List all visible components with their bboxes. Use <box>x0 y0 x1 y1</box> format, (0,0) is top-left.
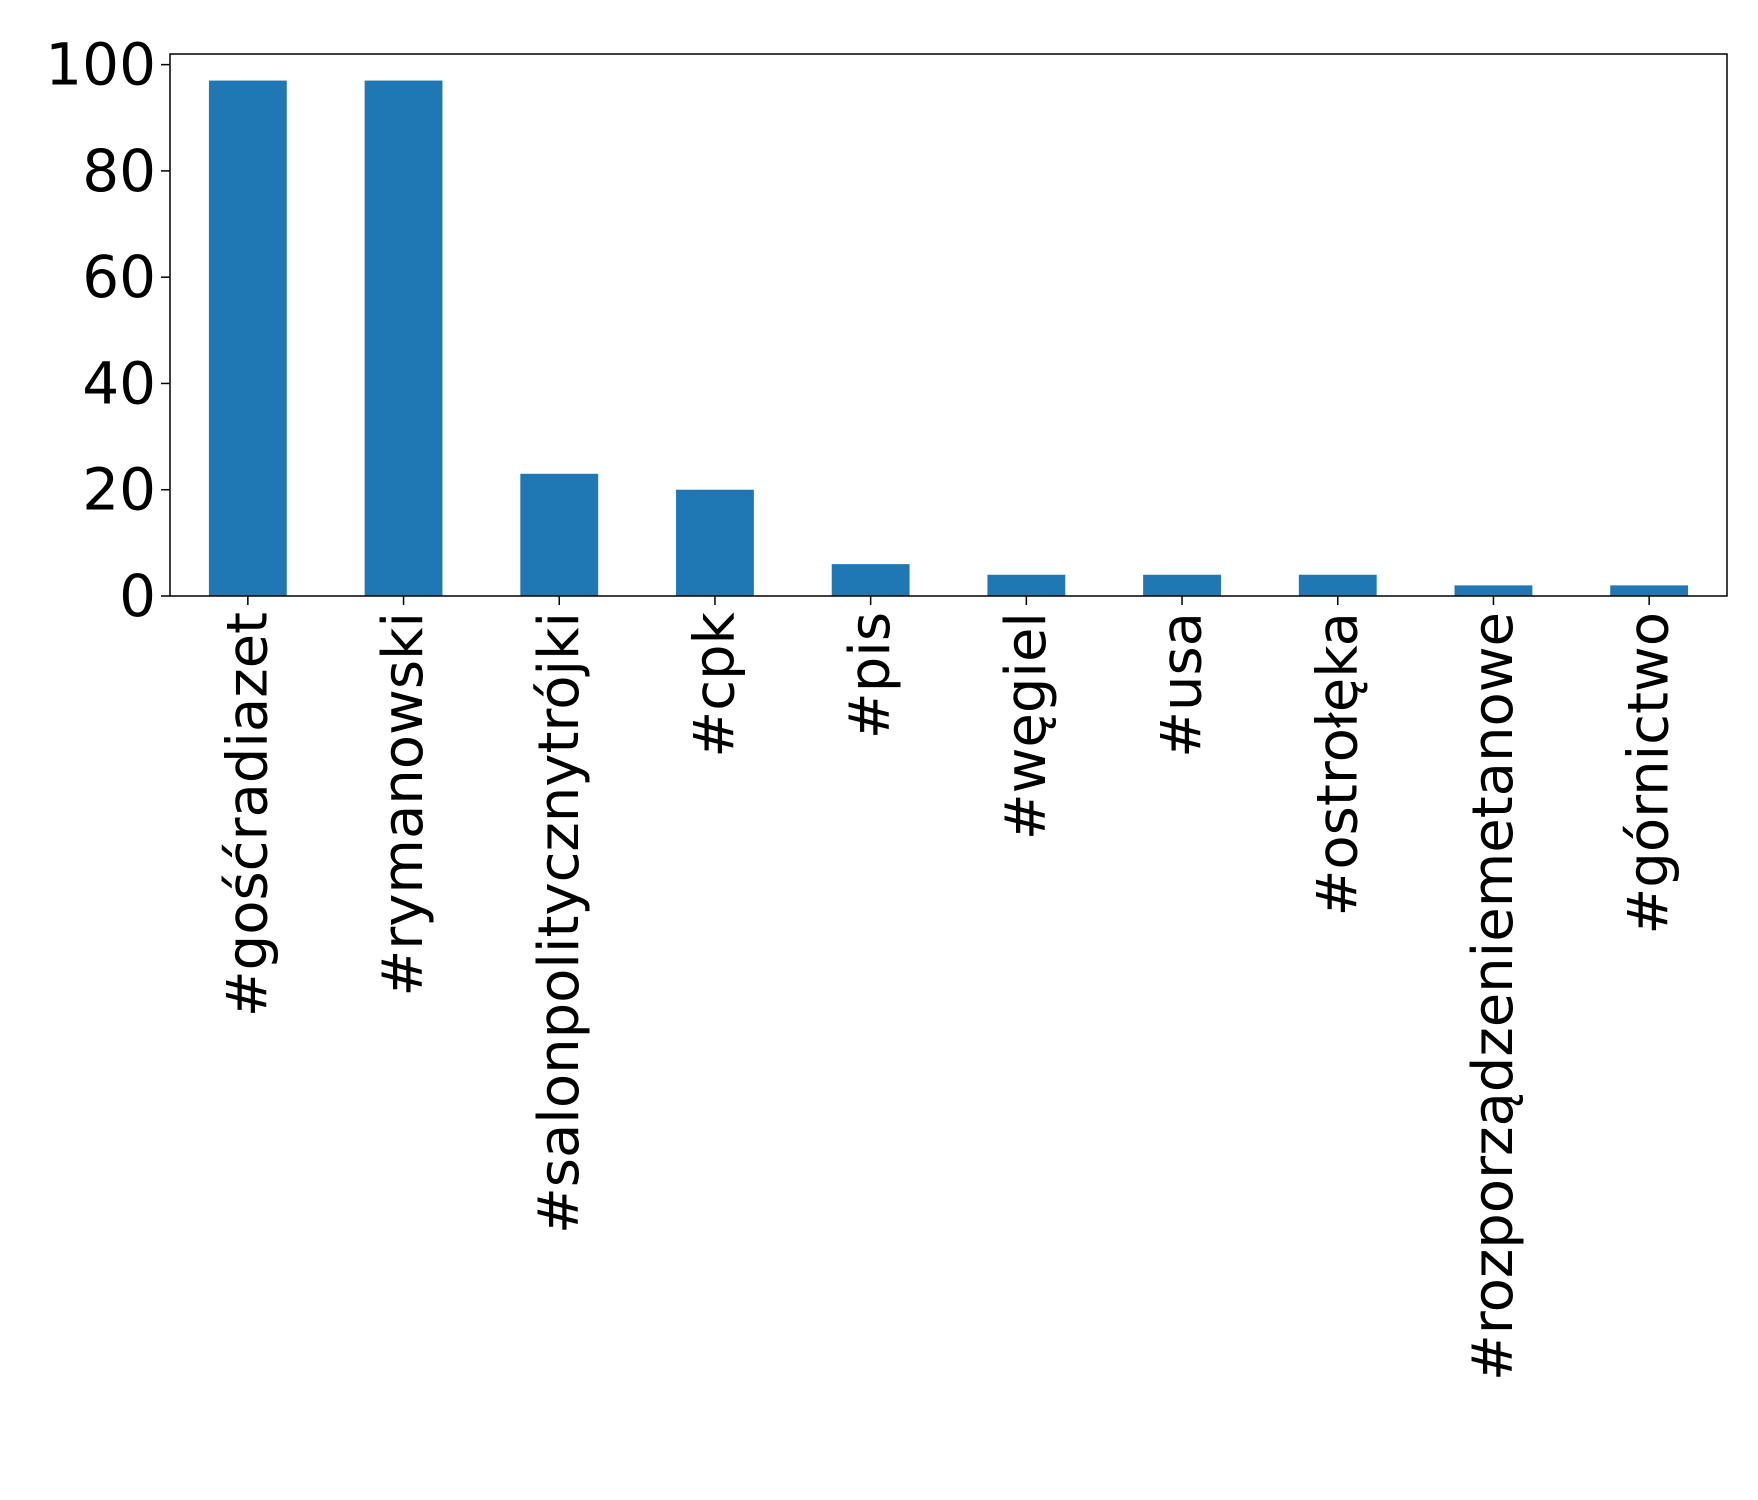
bar <box>1610 585 1689 596</box>
y-tick-label: 20 <box>82 456 156 524</box>
x-axis: #gośćradiazet #rymanowski #salonpolityczny… <box>215 596 1682 1381</box>
x-tick-label: #pis <box>838 612 903 739</box>
x-tick-label: #rymanowski <box>371 612 436 997</box>
x-tick-label: #ostrołęka <box>1305 612 1370 917</box>
x-tick-label: #rozporządzeniemetanowe <box>1461 612 1526 1381</box>
x-tick-label: #gośćradiazet <box>215 612 280 1017</box>
bar <box>987 574 1066 596</box>
bar <box>208 80 287 597</box>
y-tick-label: 0 <box>119 562 156 630</box>
bar <box>364 80 443 597</box>
x-tick-label: #salonpolitycznytrójki <box>527 612 592 1234</box>
bar <box>831 564 910 596</box>
bar <box>520 473 599 596</box>
y-tick-label: 100 <box>45 31 156 99</box>
bar <box>676 489 754 596</box>
y-tick-label: 60 <box>82 243 156 311</box>
x-tick-label: #cpk <box>682 611 747 757</box>
y-axis: 0 20 40 60 80 100 <box>45 31 170 630</box>
plot-frame <box>169 53 1728 597</box>
x-tick-label: #usa <box>1150 612 1215 758</box>
bar <box>1143 574 1221 596</box>
y-tick-label: 80 <box>82 137 156 205</box>
x-tick-label: #górnictwo <box>1617 612 1682 935</box>
y-tick-label: 40 <box>82 349 156 417</box>
x-tick-label: #węgiel <box>994 612 1059 840</box>
bar <box>1454 585 1533 596</box>
bars-group <box>208 80 1689 597</box>
bar <box>1298 574 1377 596</box>
